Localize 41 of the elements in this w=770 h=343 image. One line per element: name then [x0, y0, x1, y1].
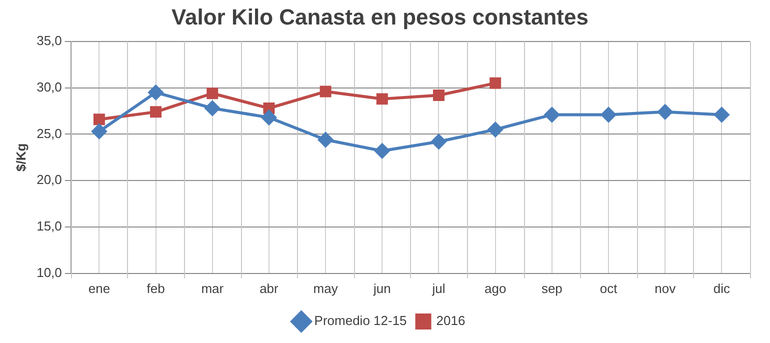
x-tick-label: jun — [372, 280, 391, 296]
y-axis-title: $/Kg — [13, 143, 28, 172]
point — [261, 110, 276, 125]
point — [490, 77, 502, 89]
point — [320, 86, 332, 98]
point — [431, 134, 446, 150]
y-tick-label: 30,0 — [36, 79, 62, 94]
x-tick-label: nov — [654, 280, 676, 296]
x-tick-label: jul — [431, 280, 446, 296]
point — [658, 104, 673, 120]
point — [204, 100, 220, 116]
x-tick-label: oct — [600, 280, 618, 296]
point — [148, 84, 164, 100]
point — [601, 107, 616, 122]
y-tick-label: 15,0 — [36, 218, 62, 234]
y-tick-label: 10,0 — [36, 264, 62, 280]
x-tick-label: feb — [146, 280, 165, 296]
y-tick-label: 25,0 — [36, 126, 62, 141]
point — [150, 106, 162, 118]
x-tick-label: mar — [201, 280, 224, 296]
y-tick-label: 35,0 — [36, 32, 62, 48]
legend-label: 2016 — [436, 313, 466, 328]
x-tick-label: may — [313, 280, 338, 296]
legend-label: Promedio 12-15 — [314, 313, 407, 328]
point — [92, 124, 107, 139]
point — [318, 132, 334, 148]
point — [376, 93, 388, 105]
point — [714, 107, 730, 122]
point — [374, 143, 390, 158]
point — [544, 107, 560, 122]
y-tick-label: 20,0 — [36, 172, 62, 188]
x-tick-label: ago — [484, 280, 506, 296]
x-tick-label: abr — [260, 280, 280, 296]
point — [93, 114, 105, 126]
x-tick-label: sep — [541, 280, 562, 296]
point — [206, 88, 218, 100]
point — [488, 122, 503, 138]
point — [433, 89, 444, 101]
x-tick-label: dic — [713, 280, 731, 296]
x-tick-label: ene — [88, 280, 110, 296]
chart-title: Valor Kilo Canasta en pesos constantes — [172, 4, 588, 30]
